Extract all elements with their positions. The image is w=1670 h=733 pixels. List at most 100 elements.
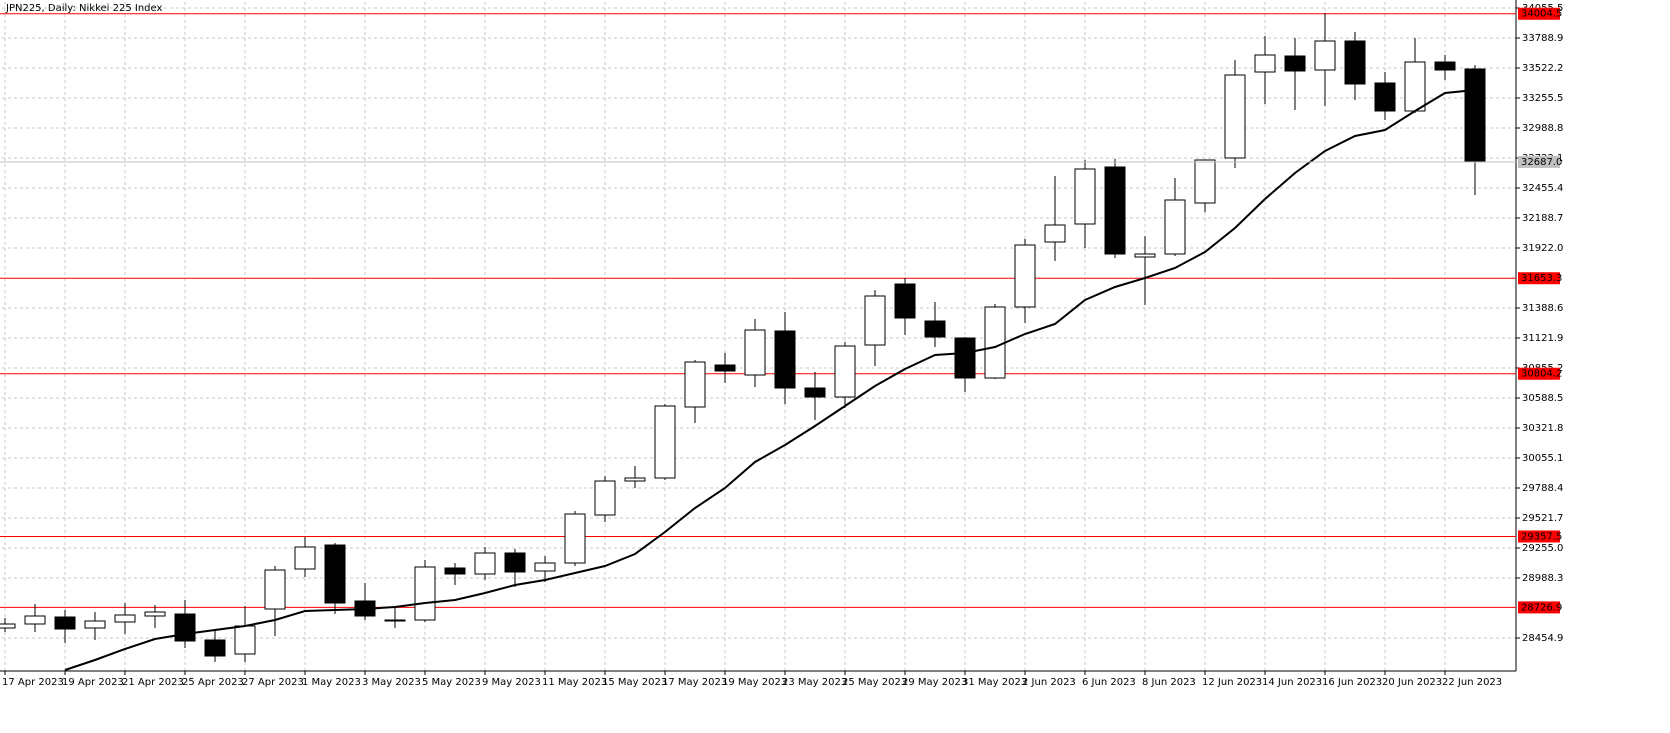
x-tick-label: 23 May 2023 <box>782 677 847 688</box>
candle-body <box>624 477 646 482</box>
y-tick-label: 29521.7 <box>1522 513 1563 524</box>
current-price-label: 32687.0 <box>1521 157 1562 168</box>
x-tick-label: 27 Apr 2023 <box>242 677 304 688</box>
candle-body <box>1134 253 1156 258</box>
y-tick-label: 33255.5 <box>1522 93 1563 104</box>
level-tag <box>1518 601 1560 614</box>
y-tick-label: 30321.8 <box>1522 423 1563 434</box>
candle-body <box>654 405 676 479</box>
x-tick-label: 19 May 2023 <box>722 677 787 688</box>
x-tick-label: 22 Jun 2023 <box>1442 677 1502 688</box>
candle-body <box>1224 74 1246 159</box>
candle-body <box>834 345 856 398</box>
level-label: 28726.9 <box>1521 602 1562 613</box>
candle-body <box>474 552 496 575</box>
y-tick-label: 28988.3 <box>1522 573 1563 584</box>
candle-body <box>204 639 226 657</box>
candle-body <box>1074 168 1096 225</box>
candle-body <box>174 613 196 642</box>
candle-body <box>384 619 406 622</box>
x-tick-label: 17 Apr 2023 <box>2 677 64 688</box>
candle-body <box>984 306 1006 379</box>
x-tick-label: 1 May 2023 <box>302 677 361 688</box>
y-tick-label: 30055.1 <box>1522 453 1563 464</box>
x-tick-label: 9 May 2023 <box>482 677 541 688</box>
x-tick-label: 17 May 2023 <box>662 677 727 688</box>
candle-body <box>24 615 46 625</box>
candle-body <box>414 566 436 621</box>
x-tick-label: 5 May 2023 <box>422 677 481 688</box>
level-tag <box>1518 367 1560 380</box>
x-tick-label: 8 Jun 2023 <box>1142 677 1196 688</box>
y-tick-label: 28454.9 <box>1522 633 1563 644</box>
x-tick-label: 14 Jun 2023 <box>1262 677 1322 688</box>
level-tag <box>1518 530 1560 543</box>
moving-average <box>64 89 1476 671</box>
candle-body <box>1374 82 1396 112</box>
y-tick-label: 29255.0 <box>1522 543 1563 554</box>
candle-body <box>324 544 346 604</box>
candle-body <box>1404 61 1426 112</box>
x-tick-label: 16 Jun 2023 <box>1322 677 1382 688</box>
level-label: 34004.5 <box>1521 9 1562 20</box>
candle-body <box>744 329 766 376</box>
candle-body <box>1284 55 1306 72</box>
candle-body <box>594 480 616 516</box>
candle-body <box>534 562 556 572</box>
y-tick-label: 32188.7 <box>1522 213 1563 224</box>
candle-body <box>114 614 136 623</box>
current-price-tag <box>1518 155 1560 168</box>
candle-body <box>1434 61 1456 71</box>
x-tick-label: 12 Jun 2023 <box>1202 677 1262 688</box>
x-tick-label: 19 Apr 2023 <box>62 677 124 688</box>
x-tick-label: 2 Jun 2023 <box>1022 677 1076 688</box>
candle-body <box>1344 40 1366 85</box>
level-tag <box>1518 272 1560 285</box>
x-tick-label: 15 May 2023 <box>602 677 667 688</box>
x-tick-label: 3 May 2023 <box>362 677 421 688</box>
candle-body <box>684 361 706 408</box>
y-tick-label: 31121.9 <box>1522 333 1563 344</box>
candle-body <box>954 337 976 379</box>
x-tick-label: 20 Jun 2023 <box>1382 677 1442 688</box>
y-tick-label: 31922.0 <box>1522 243 1563 254</box>
level-label: 31653.3 <box>1521 273 1562 284</box>
candle-body <box>1254 54 1276 73</box>
candle-body <box>84 620 106 629</box>
x-tick-label: 21 Apr 2023 <box>122 677 184 688</box>
candle-body <box>774 330 796 389</box>
candle-body <box>294 546 316 570</box>
candle-body <box>504 552 526 573</box>
y-tick-label: 33522.2 <box>1522 63 1563 74</box>
x-tick-label: 25 Apr 2023 <box>182 677 244 688</box>
candle-body <box>894 283 916 319</box>
candle-body <box>1014 244 1036 308</box>
candle-body <box>924 320 946 338</box>
candle-body <box>1044 224 1066 243</box>
level-label: 29357.5 <box>1521 531 1562 542</box>
x-tick-label: 29 May 2023 <box>902 677 967 688</box>
candle-body <box>264 569 286 610</box>
y-tick-label: 32455.4 <box>1522 183 1563 194</box>
candle-body <box>714 364 736 372</box>
level-tag <box>1518 7 1560 20</box>
y-tick-label: 31388.6 <box>1522 303 1563 314</box>
y-tick-label: 30588.5 <box>1522 393 1563 404</box>
candle-body <box>54 616 76 630</box>
candle-body <box>864 295 886 346</box>
candle-body <box>444 567 466 575</box>
y-tick-label: 33788.9 <box>1522 33 1563 44</box>
x-tick-label: 6 Jun 2023 <box>1082 677 1136 688</box>
candle-body <box>234 625 256 655</box>
candle-body <box>1314 40 1336 71</box>
candle-body <box>1464 68 1486 163</box>
candle-body <box>0 623 16 629</box>
candle-body <box>1104 166 1126 255</box>
candle-body <box>144 611 166 617</box>
x-tick-label: 31 May 2023 <box>962 677 1027 688</box>
candle-body <box>804 387 826 398</box>
chart-title: JPN225, Daily: Nikkei 225 Index <box>5 3 162 14</box>
x-tick-label: 25 May 2023 <box>842 677 907 688</box>
candle-body <box>564 513 586 564</box>
